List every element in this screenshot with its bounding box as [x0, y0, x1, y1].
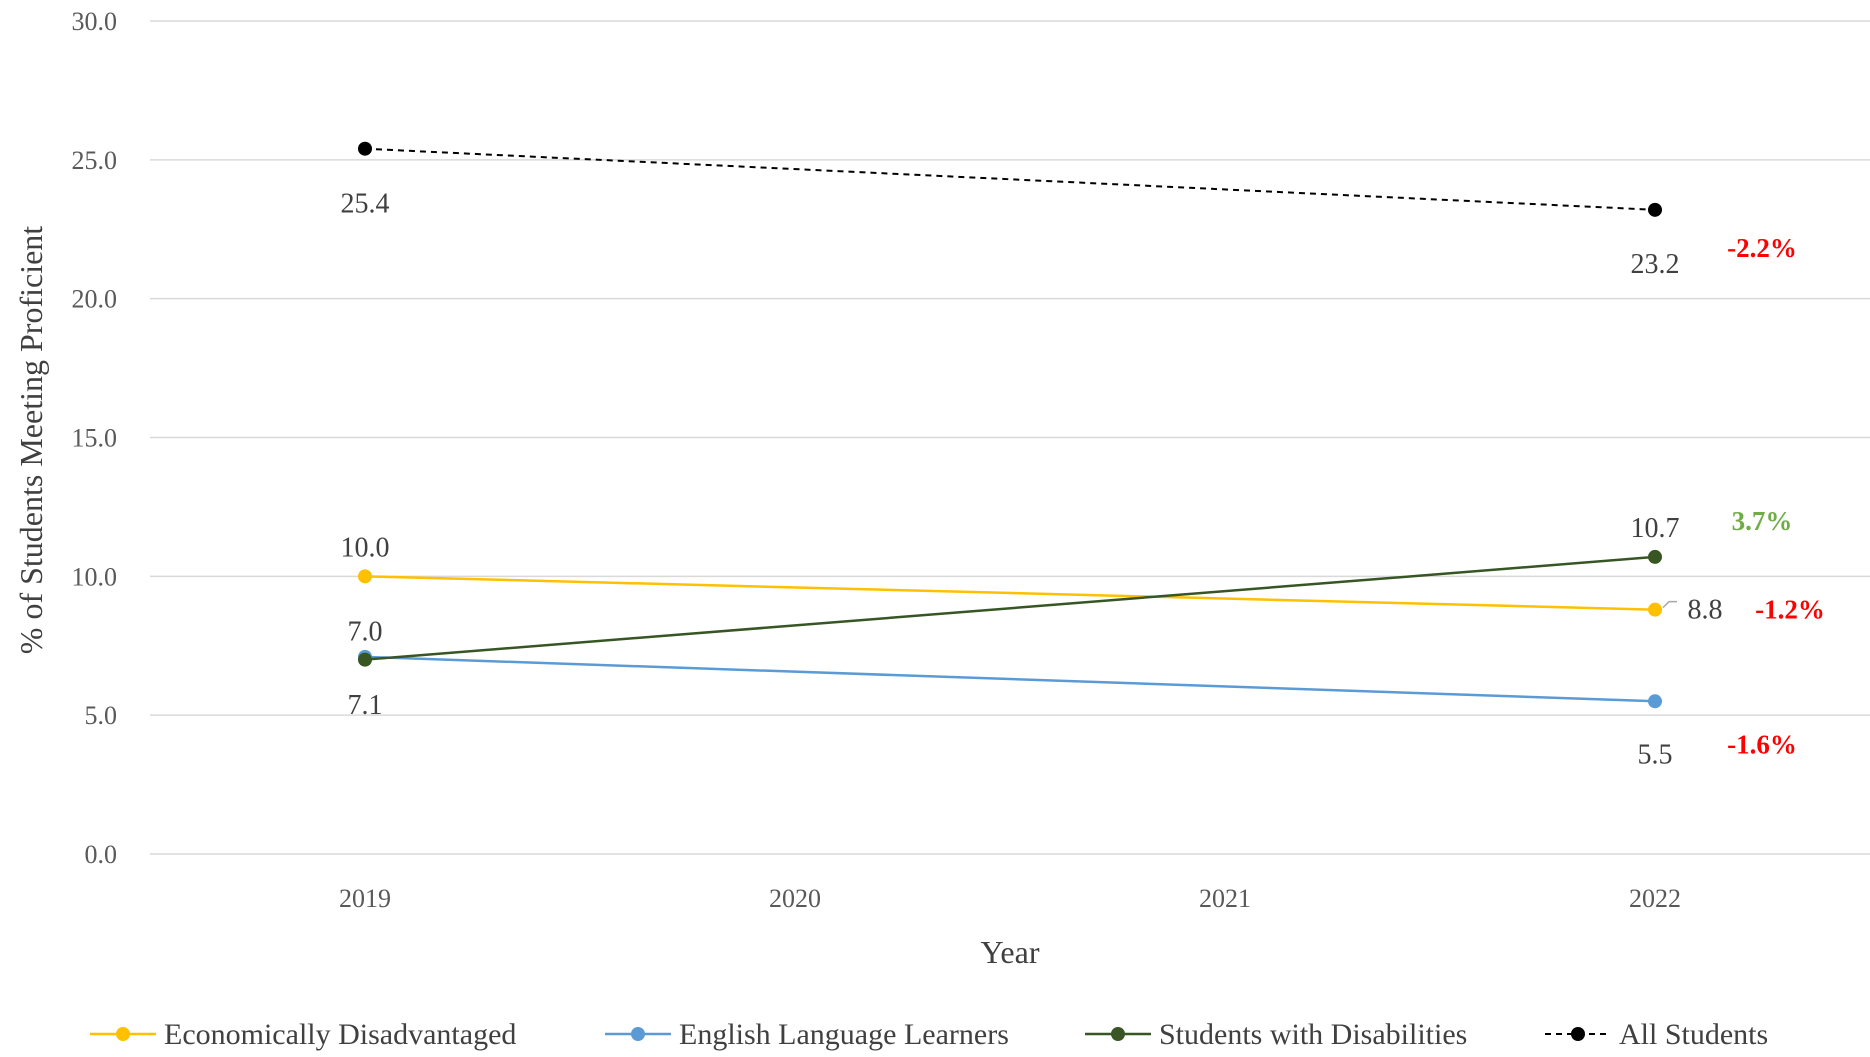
- series-lines: [358, 141, 1662, 709]
- y-tick-label: 20.0: [72, 285, 118, 314]
- legend-marker: [116, 1027, 130, 1041]
- data-label: 7.0: [348, 617, 383, 648]
- series-line: [364, 655, 1656, 703]
- data-point: [358, 652, 372, 667]
- data-point: [358, 141, 372, 156]
- x-tick-label: 2021: [1199, 884, 1251, 913]
- change-label: 3.7%: [1732, 506, 1793, 536]
- change-label: -1.6%: [1727, 729, 1797, 759]
- data-label: 10.7: [1631, 513, 1680, 544]
- data-point: [358, 569, 372, 584]
- legend-label: English Language Learners: [679, 1018, 1009, 1051]
- series-line: [364, 575, 1656, 611]
- legend-item: Students with Disabilities: [1085, 1018, 1467, 1051]
- data-label: 5.5: [1638, 739, 1673, 770]
- data-label: 23.2: [1631, 249, 1680, 280]
- y-axis-ticks: 0.0 5.0 10.0 15.0 20.0 25.0 30.0: [72, 7, 118, 869]
- legend: Economically Disadvantaged English Langua…: [90, 1018, 1768, 1051]
- legend-item: Economically Disadvantaged: [90, 1018, 516, 1051]
- data-label: 25.4: [341, 189, 390, 220]
- legend-item: English Language Learners: [605, 1018, 1009, 1051]
- data-label: 7.1: [348, 690, 383, 721]
- x-tick-label: 2020: [769, 884, 821, 913]
- y-axis-title: % of Students Meeting Proficient: [13, 226, 49, 654]
- legend-marker: [1571, 1027, 1585, 1041]
- series-line: [364, 147, 1656, 211]
- data-label: 8.8: [1688, 595, 1723, 626]
- data-label: 10.0: [341, 532, 390, 563]
- y-tick-label: 0.0: [85, 840, 118, 869]
- x-tick-label: 2019: [339, 884, 391, 913]
- leader-line: [1662, 600, 1677, 609]
- x-axis-ticks: 2019 2020 2021 2022: [339, 884, 1681, 913]
- legend-label: Economically Disadvantaged: [164, 1018, 516, 1051]
- legend-item: All Students: [1545, 1018, 1768, 1051]
- legend-label: All Students: [1619, 1018, 1768, 1051]
- change-label: -2.2%: [1727, 233, 1797, 263]
- legend-marker: [1111, 1027, 1125, 1041]
- gridlines: [150, 20, 1870, 855]
- data-point: [1648, 549, 1662, 564]
- series-line: [364, 555, 1656, 661]
- change-label: -1.2%: [1755, 595, 1825, 625]
- data-point: [1648, 694, 1662, 709]
- legend-label: Students with Disabilities: [1159, 1018, 1467, 1051]
- y-tick-label: 15.0: [72, 424, 118, 453]
- data-point: [1648, 202, 1662, 217]
- data-labels: 10.0 8.8 7.1 5.5 7.0 10.7 25.4 23.2: [341, 189, 1723, 771]
- y-tick-label: 10.0: [72, 562, 118, 591]
- y-tick-label: 30.0: [72, 7, 118, 36]
- y-tick-label: 5.0: [85, 701, 118, 730]
- x-tick-label: 2022: [1629, 884, 1681, 913]
- data-point: [1648, 602, 1662, 617]
- change-labels: -1.2% -1.6% 3.7% -2.2%: [1727, 233, 1825, 759]
- x-axis-title: Year: [981, 934, 1040, 970]
- legend-marker: [631, 1027, 645, 1041]
- y-tick-label: 25.0: [72, 146, 118, 175]
